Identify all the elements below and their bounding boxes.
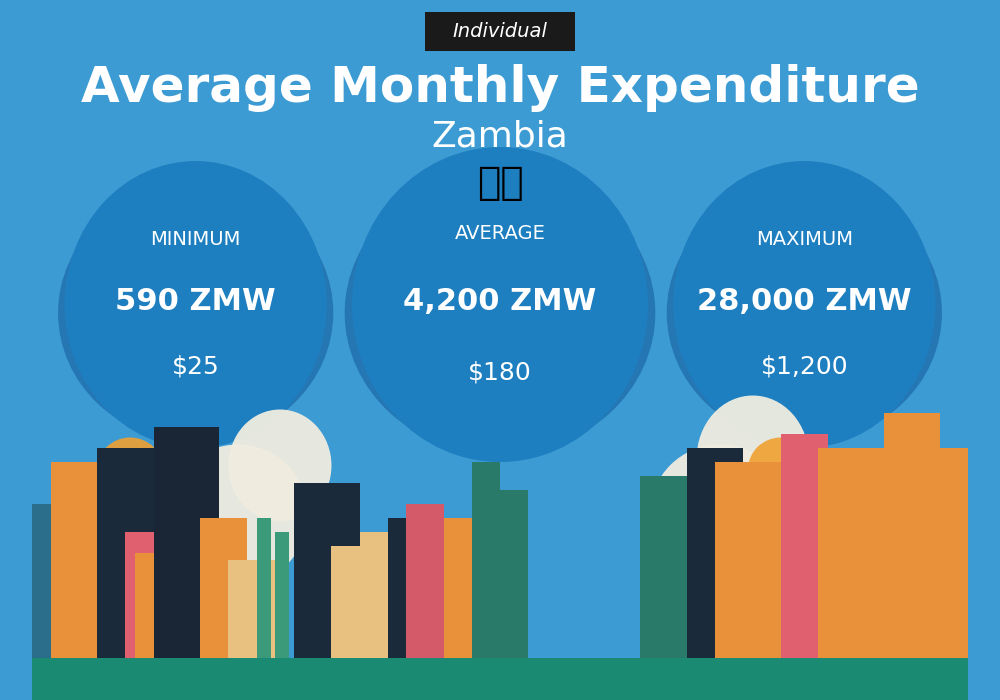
Ellipse shape [65,161,327,448]
Bar [715,462,790,658]
Bar [228,560,285,658]
Bar [472,462,500,658]
Ellipse shape [673,161,935,448]
Bar [388,518,425,658]
Bar [125,532,172,658]
Text: MINIMUM: MINIMUM [150,230,241,249]
Bar [32,658,968,700]
Ellipse shape [697,395,809,522]
Bar [406,504,444,658]
Bar [687,448,743,658]
Bar [275,532,289,658]
Bar [331,546,378,658]
FancyBboxPatch shape [425,12,575,51]
Text: $1,200: $1,200 [761,354,848,378]
Bar [200,518,247,658]
Bar [781,434,828,658]
Ellipse shape [228,410,331,522]
Text: 🇿🇲: 🇿🇲 [477,164,523,202]
Text: $180: $180 [468,360,532,384]
Text: AVERAGE: AVERAGE [455,224,545,243]
Ellipse shape [97,438,163,500]
Text: Average Monthly Expenditure: Average Monthly Expenditure [81,64,919,111]
Ellipse shape [650,444,790,584]
Ellipse shape [352,147,648,462]
Bar [884,413,940,658]
Text: 4,200 ZMW: 4,200 ZMW [403,287,597,316]
Bar [818,448,893,658]
Text: 28,000 ZMW: 28,000 ZMW [697,287,912,316]
Ellipse shape [667,183,942,442]
Bar [32,504,88,658]
Bar [500,490,528,658]
Bar [640,476,697,658]
Bar [97,448,154,658]
Text: Individual: Individual [453,22,547,41]
Bar [51,462,135,658]
Ellipse shape [58,183,333,442]
Bar [294,483,360,658]
Text: MAXIMUM: MAXIMUM [756,230,853,249]
Text: 590 ZMW: 590 ZMW [115,287,276,316]
Bar [444,518,491,658]
Bar [931,448,968,658]
Text: Zambia: Zambia [432,120,568,153]
Ellipse shape [345,172,655,455]
Bar [360,532,397,658]
Ellipse shape [748,438,814,500]
Text: $25: $25 [172,354,220,378]
Bar [257,518,271,658]
Bar [135,553,191,658]
Bar [154,427,219,658]
Ellipse shape [168,444,308,584]
